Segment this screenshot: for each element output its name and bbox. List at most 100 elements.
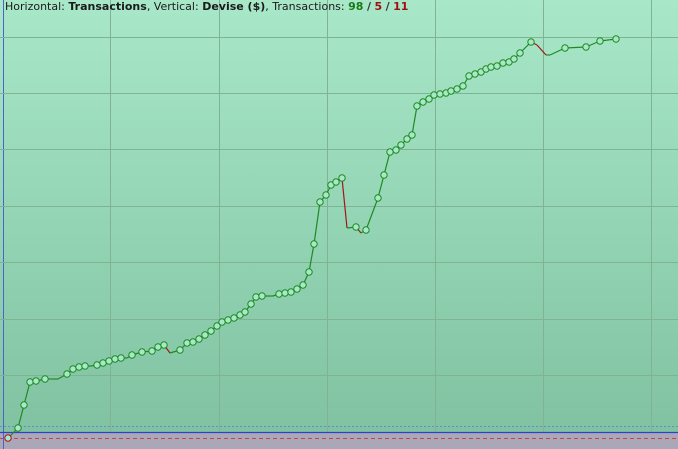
trade-marker (453, 85, 461, 93)
trade-marker (299, 281, 307, 289)
header: Horizontal: Transactions, Vertical: Devi… (5, 0, 408, 13)
trade-marker (582, 43, 590, 51)
trade-marker (111, 355, 119, 363)
trade-marker (252, 293, 260, 301)
trade-marker (4, 434, 12, 442)
plot-background (0, 0, 678, 432)
trade-marker (176, 346, 184, 354)
trade-marker (195, 335, 203, 343)
line-segment (536, 44, 547, 56)
trade-marker (386, 148, 394, 156)
trade-marker (81, 362, 89, 370)
trade-marker (218, 318, 226, 326)
trade-marker (596, 37, 604, 45)
trade-marker (419, 98, 427, 106)
trade-marker (527, 38, 535, 46)
lower-band (0, 432, 678, 449)
trade-marker (310, 240, 318, 248)
trade-marker (117, 354, 125, 362)
header-label: , Transactions: (265, 0, 345, 13)
trade-marker (207, 327, 215, 335)
trade-marker (128, 351, 136, 359)
trade-marker (430, 91, 438, 99)
trade-marker (397, 141, 405, 149)
header-sep: / (385, 0, 390, 13)
header-count: 5 (374, 0, 383, 13)
header-sep: / (366, 0, 371, 13)
trade-marker (183, 339, 191, 347)
trade-marker (471, 70, 479, 78)
trade-marker (275, 290, 283, 298)
trade-marker (516, 49, 524, 57)
trade-marker (510, 55, 518, 63)
grid (0, 0, 678, 434)
trade-marker (612, 35, 620, 43)
header-count: 98 (348, 0, 364, 13)
line-segment (341, 177, 348, 229)
trade-marker (332, 178, 340, 186)
trade-marker (160, 341, 168, 349)
trade-marker (436, 90, 444, 98)
line-segment (313, 201, 321, 245)
trade-marker (561, 44, 569, 52)
header-count: 11 (393, 0, 409, 13)
trade-marker (99, 359, 107, 367)
trade-marker (201, 331, 209, 339)
trade-marker (241, 308, 249, 316)
trade-marker (316, 198, 324, 206)
trade-marker (105, 357, 113, 365)
trade-marker (380, 171, 388, 179)
trade-marker (75, 363, 83, 371)
trade-marker (247, 300, 255, 308)
trade-marker (69, 365, 77, 373)
trade-marker (447, 87, 455, 95)
trade-marker (258, 292, 266, 300)
trade-marker (459, 82, 467, 90)
trade-marker (362, 226, 370, 234)
trade-marker (26, 378, 34, 386)
trade-marker (413, 102, 421, 110)
trade-marker (352, 223, 360, 231)
line-segment (308, 243, 315, 273)
trade-marker (93, 361, 101, 369)
line-segment (383, 151, 391, 176)
line-segment (411, 105, 418, 136)
trade-marker (293, 285, 301, 293)
trade-marker (138, 348, 146, 356)
trade-marker (392, 146, 400, 154)
equity-line (4, 35, 620, 442)
trade-marker (403, 135, 411, 143)
header-value: Transactions (68, 0, 147, 13)
trade-marker (63, 370, 71, 378)
trade-marker (32, 377, 40, 385)
trade-marker (20, 401, 28, 409)
trade-marker (465, 72, 473, 80)
trade-marker (41, 375, 49, 383)
trade-marker (230, 314, 238, 322)
trade-marker (425, 95, 433, 103)
trade-marker (148, 347, 156, 355)
trade-marker (14, 424, 22, 432)
trade-marker (305, 268, 313, 276)
trade-marker (213, 322, 221, 330)
trade-marker (374, 194, 382, 202)
header-value: Devise ($) (202, 0, 266, 13)
trade-marker (322, 191, 330, 199)
line-segment (365, 197, 379, 231)
header-label: , Vertical: (146, 0, 199, 13)
trade-marker (499, 59, 507, 67)
trade-marker (408, 131, 416, 139)
line-segment (377, 174, 385, 199)
trade-marker (224, 316, 232, 324)
trade-marker (189, 338, 197, 346)
trade-marker (281, 289, 289, 297)
line-segment (23, 381, 31, 406)
trade-marker (493, 62, 501, 70)
trade-marker (487, 63, 495, 71)
line-segment (17, 404, 25, 429)
trade-marker (287, 288, 295, 296)
trade-marker (338, 174, 346, 182)
header-label: Horizontal: (5, 0, 65, 13)
